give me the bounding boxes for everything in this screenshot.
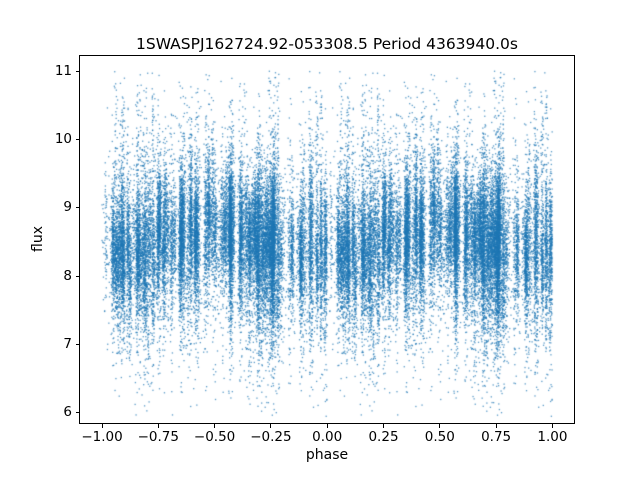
x-tick-label: 0.50 bbox=[424, 429, 455, 445]
chart-title: 1SWASPJ162724.92-053308.5 Period 4363940… bbox=[136, 35, 518, 53]
x-tick-mark bbox=[383, 424, 384, 428]
y-tick-label: 11 bbox=[54, 62, 72, 79]
scatter-canvas bbox=[80, 56, 574, 423]
y-tick-mark bbox=[75, 344, 79, 346]
x-tick-label: −1.00 bbox=[81, 429, 123, 445]
x-tick-mark bbox=[101, 424, 103, 428]
x-tick-mark bbox=[326, 424, 328, 428]
x-tick-mark bbox=[270, 424, 272, 428]
y-tick-mark bbox=[75, 70, 79, 72]
x-tick-label: 0.00 bbox=[312, 429, 343, 445]
x-tick-mark bbox=[551, 424, 553, 428]
y-tick-label: 10 bbox=[54, 130, 72, 147]
x-tick-label: 1.00 bbox=[537, 429, 568, 445]
x-tick-mark bbox=[214, 424, 216, 428]
y-tick-mark bbox=[75, 412, 79, 414]
x-tick-mark bbox=[495, 424, 497, 428]
y-tick-mark bbox=[75, 207, 79, 209]
x-axis-label: phase bbox=[305, 447, 349, 463]
axes-frame bbox=[79, 55, 575, 424]
y-tick-label: 7 bbox=[63, 336, 72, 353]
y-tick-mark bbox=[75, 138, 79, 140]
y-tick-label: 9 bbox=[63, 199, 72, 216]
x-tick-label: −0.75 bbox=[137, 429, 179, 445]
y-tick-label: 8 bbox=[63, 267, 72, 284]
x-tick-label: −0.25 bbox=[250, 429, 292, 445]
x-tick-mark bbox=[439, 424, 441, 428]
y-tick-mark bbox=[75, 275, 79, 277]
x-tick-mark bbox=[157, 424, 159, 428]
x-tick-label: −0.50 bbox=[193, 429, 236, 445]
y-tick-label: 6 bbox=[63, 404, 72, 421]
x-tick-label: 0.25 bbox=[368, 429, 399, 445]
x-tick-label: 0.75 bbox=[481, 429, 512, 445]
y-axis-label: flux bbox=[30, 226, 46, 252]
